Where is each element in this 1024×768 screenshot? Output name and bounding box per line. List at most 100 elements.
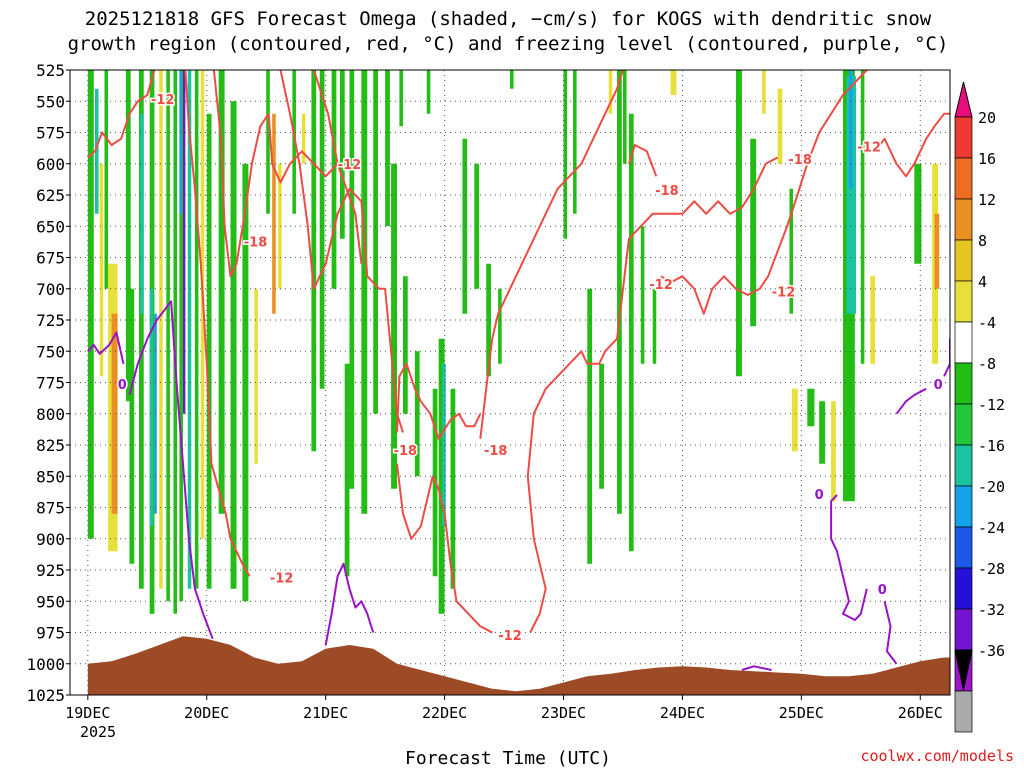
omega-band-54 xyxy=(510,70,514,89)
omega-band-49 xyxy=(450,388,456,589)
colorbar-swatch-3 xyxy=(954,198,973,241)
omega-band-35 xyxy=(339,70,345,239)
omega-band-28 xyxy=(272,113,276,314)
colorbar-top-triangle xyxy=(954,81,973,118)
freezing-contour-4 xyxy=(830,494,868,621)
x-axis-ticks: 19DEC 20DEC 21DEC 22DEC 23DEC 24DEC 25DEC 26DEC xyxy=(65,695,943,722)
omega-band-53 xyxy=(498,288,502,364)
freezing-contour-6 xyxy=(895,387,927,415)
freezing-contour-7 xyxy=(943,337,950,377)
colorbar-swatch-10 xyxy=(954,485,973,528)
omega-band-66 xyxy=(735,70,742,377)
dgz-contour-0 xyxy=(87,70,156,159)
omega-band-32 xyxy=(311,70,317,452)
omega-band-15 xyxy=(173,70,178,614)
colorbar-tick-7: -12 xyxy=(978,396,1005,414)
omega-band-37 xyxy=(349,70,355,489)
colorbar-swatch-11 xyxy=(954,526,973,569)
freezing-contour-2 xyxy=(324,562,375,646)
omega-band-74 xyxy=(831,401,836,502)
y-tick-label-4: 625 xyxy=(36,186,65,205)
dgz-contour-8 xyxy=(526,156,779,633)
omega-band-52 xyxy=(486,263,491,377)
colorbar-swatch-8 xyxy=(954,403,973,446)
y-tick-label-10: 775 xyxy=(36,374,65,393)
omega-band-50 xyxy=(462,138,468,314)
colorbar: 20 16 12 8 4 -4 -8 -12 -16 -20 -24 -28 -32 -36 xyxy=(954,81,1005,733)
omega-band-8 xyxy=(138,70,144,589)
colorbar-swatch-5 xyxy=(954,280,973,323)
omega-shading xyxy=(87,70,940,614)
dgz-contour-label-6: -12 xyxy=(498,629,522,644)
omega-band-31 xyxy=(301,113,306,164)
x-tick-label-3: 22DEC xyxy=(422,704,467,722)
omega-band-71 xyxy=(791,388,798,452)
contour-layer xyxy=(87,70,950,671)
freezing-contour-1 xyxy=(128,300,214,640)
colorbar-tick-8: -16 xyxy=(978,437,1005,455)
colorbar-tick-4: 4 xyxy=(978,273,987,291)
omega-band-72 xyxy=(807,388,815,427)
dgz-contour-2 xyxy=(212,70,339,278)
x-tick-label-6: 25DEC xyxy=(779,704,824,722)
colorbar-tick-6: -8 xyxy=(978,355,996,373)
y-tick-label-0: 525 xyxy=(36,61,65,80)
y-tick-label-14: 875 xyxy=(36,499,65,518)
omega-band-64 xyxy=(652,288,657,364)
dgz-contour-3 xyxy=(279,70,404,433)
omega-band-34 xyxy=(331,70,337,289)
colorbar-swatch-2 xyxy=(954,157,973,200)
freezing-contour-label-2: 0 xyxy=(878,583,887,598)
terrain-surface xyxy=(87,636,950,695)
freezing-contour-label-1: 0 xyxy=(815,488,824,503)
omega-band-57 xyxy=(587,288,593,564)
omega-band-33 xyxy=(319,70,325,389)
omega-band-26 xyxy=(254,288,258,464)
omega-band-55 xyxy=(563,70,568,239)
colorbar-swatch-7 xyxy=(954,362,973,405)
colorbar-tick-5: -4 xyxy=(978,314,996,332)
omega-band-59 xyxy=(608,70,613,114)
omega-band-58 xyxy=(599,363,604,489)
colorbar-swatch-4 xyxy=(954,239,973,282)
x-tick-label-0: 19DEC xyxy=(65,704,110,722)
dgz-contour-label-3: -18 xyxy=(394,444,418,459)
chart-title-line-2: growth region (contoured, red, °C) and f… xyxy=(68,33,949,55)
colorbar-tick-10: -24 xyxy=(978,519,1005,537)
colorbar-swatch-9 xyxy=(954,444,973,487)
omega-band-0 xyxy=(87,70,94,539)
colorbar-tick-13: -36 xyxy=(978,642,1005,660)
omega-band-60 xyxy=(617,70,622,514)
colorbar-swatch-12 xyxy=(954,567,973,610)
omega-band-38 xyxy=(361,70,368,514)
omega-band-2 xyxy=(99,163,104,377)
y-tick-label-2: 575 xyxy=(36,124,65,143)
omega-band-56 xyxy=(573,70,577,214)
colorbar-tick-9: -20 xyxy=(978,478,1005,496)
omega-band-23 xyxy=(218,70,225,514)
omega-band-43 xyxy=(402,276,408,414)
dgz-contour-label-4: -18 xyxy=(484,444,508,459)
colorbar-tick-2: 12 xyxy=(978,191,996,209)
y-tick-label-7: 700 xyxy=(36,280,65,299)
colorbar-bottom-triangle xyxy=(954,649,973,691)
x-tick-label-4: 23DEC xyxy=(541,704,586,722)
dgz-contour-4 xyxy=(312,70,363,264)
x-tick-label-7: 26DEC xyxy=(898,704,943,722)
dgz-contour-label-5: -12 xyxy=(270,572,294,587)
y-tick-label-5: 650 xyxy=(36,217,65,236)
omega-band-16 xyxy=(179,70,183,602)
dgz-contour-label-2: -18 xyxy=(244,235,268,250)
y-tick-label-18: 975 xyxy=(36,624,65,643)
x-year-label: 2025 xyxy=(80,723,116,741)
terrain-layer xyxy=(87,636,950,695)
omega-band-82 xyxy=(934,213,940,289)
omega-band-9 xyxy=(140,113,144,314)
dgz-contour-label-8: -12 xyxy=(649,278,673,293)
y-tick-label-17: 950 xyxy=(36,592,65,611)
y-tick-label-3: 600 xyxy=(36,155,65,174)
y-tick-label-1: 550 xyxy=(36,92,65,111)
chart-title-line-1: 2025121818 GFS Forecast Omega (shaded, −… xyxy=(85,8,932,30)
freezing-contour-0 xyxy=(87,331,125,365)
